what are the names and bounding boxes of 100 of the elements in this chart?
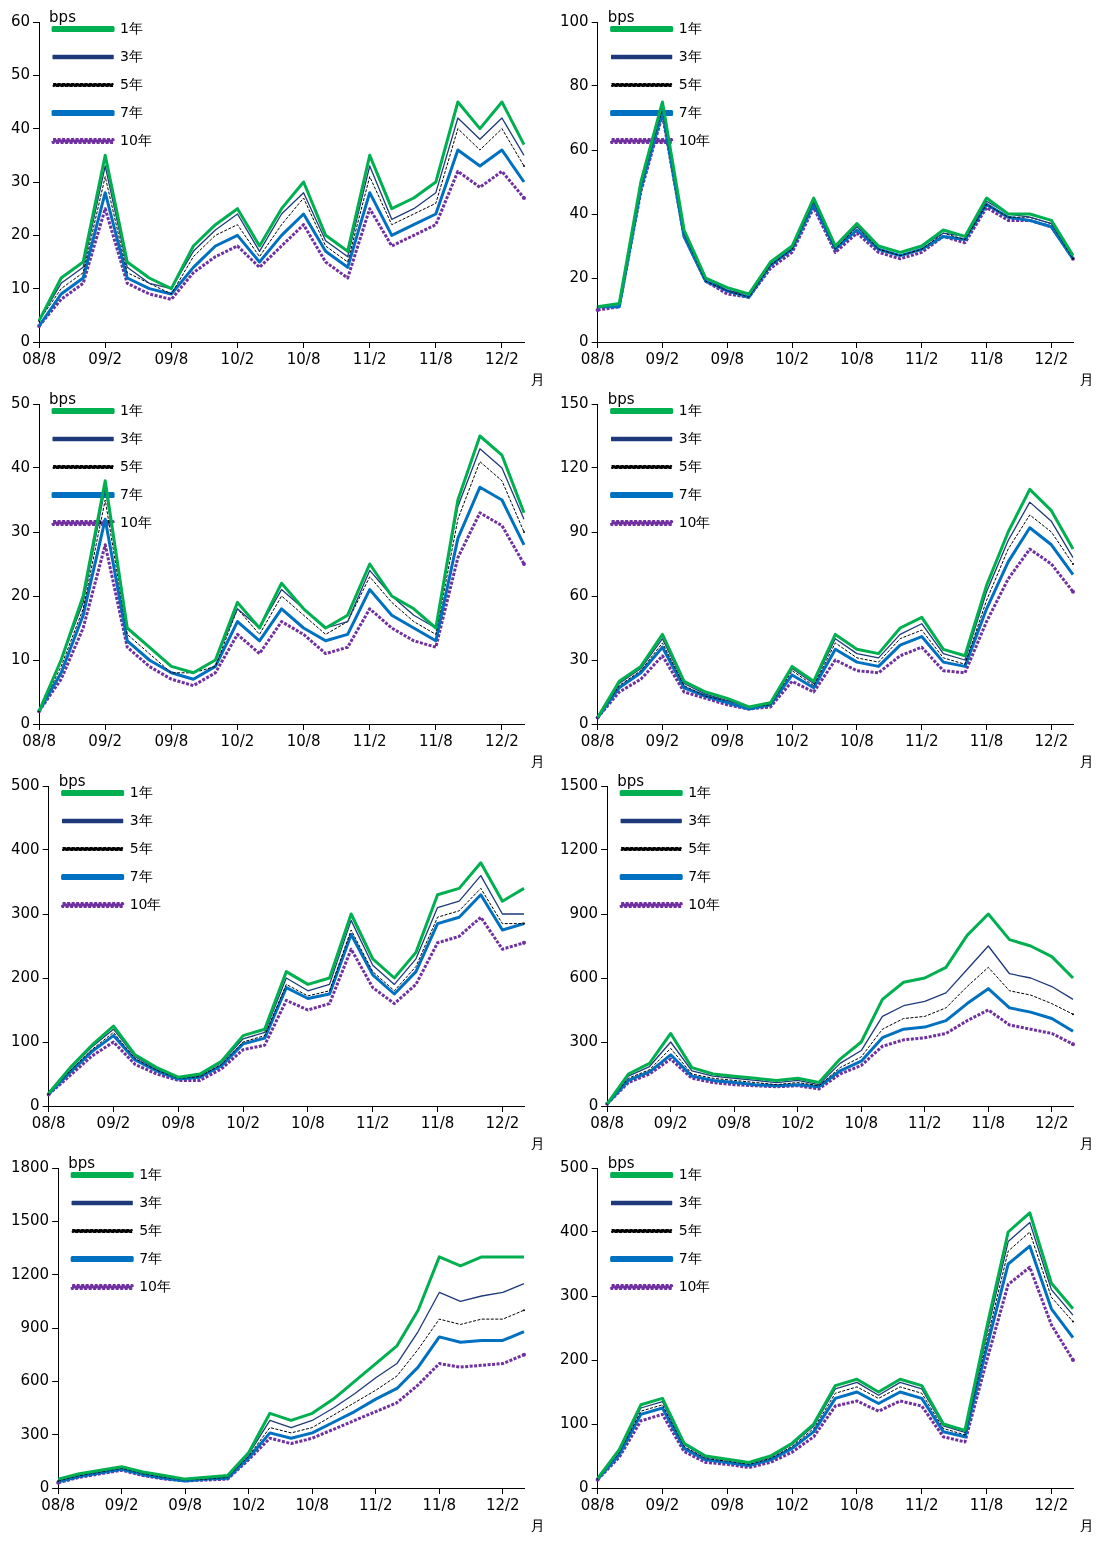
x-tick-label: 11/8 <box>969 731 1004 750</box>
legend-label: 5年 <box>678 457 702 474</box>
legend-label: 7年 <box>120 485 144 502</box>
x-tick-label: 09/8 <box>710 349 745 368</box>
x-tick-label: 12/2 <box>485 1113 520 1132</box>
x-tick-label: 09/2 <box>104 1495 139 1514</box>
x-tick-label: 11/2 <box>355 1113 390 1132</box>
x-tick-label: 09/2 <box>653 1113 688 1132</box>
legend-label: 5年 <box>120 457 144 474</box>
x-tick-label: 11/2 <box>358 1495 393 1514</box>
y-tick-label: 50 <box>10 393 31 412</box>
y-tick-label: 0 <box>579 713 589 732</box>
y-tick-label: 500 <box>559 1157 589 1176</box>
y-tick-label: 20 <box>569 267 589 286</box>
x-tick-label: 11/2 <box>904 349 939 368</box>
y-tick-label: 120 <box>559 457 589 476</box>
x-tick-label: 08/8 <box>22 731 56 750</box>
y-tick-label: 40 <box>10 118 31 137</box>
legend-label: 1年 <box>139 1165 163 1182</box>
x-tick-label: 08/8 <box>41 1495 76 1514</box>
legend-label: 3年 <box>688 811 712 828</box>
legend-label: 7年 <box>678 1249 702 1266</box>
legend-label: 5年 <box>678 75 702 92</box>
x-tick-label: 12/2 <box>1034 1495 1069 1514</box>
y-tick-label: 0 <box>20 713 31 732</box>
x-tick-label: 09/2 <box>88 731 123 750</box>
legend-label: 3年 <box>678 1193 702 1210</box>
y-axis-title: bps <box>49 8 77 27</box>
x-tick-label: 09/8 <box>710 731 745 750</box>
x-tick-label: 10/8 <box>840 731 874 750</box>
x-tick-label: 09/8 <box>168 1495 203 1514</box>
y-tick-label: 90 <box>569 521 589 540</box>
y-tick-label: 10 <box>10 649 31 668</box>
x-tick-label: 11/2 <box>904 731 939 750</box>
x-tick-label: 08/8 <box>590 1113 625 1132</box>
x-tick-label: 11/2 <box>907 1113 942 1132</box>
y-tick-label: 400 <box>10 839 40 858</box>
x-tick-label: 09/2 <box>645 1495 680 1514</box>
legend-label: 5年 <box>120 75 144 92</box>
x-tick-label: 11/2 <box>352 349 387 368</box>
y-tick-label: 0 <box>588 1095 599 1114</box>
y-tick-label: 500 <box>10 775 40 794</box>
x-tick-label: 09/2 <box>88 349 123 368</box>
x-tick-label: 08/8 <box>22 349 56 368</box>
x-tick-label: 09/8 <box>161 1113 196 1132</box>
x-tick-label: 08/8 <box>580 731 615 750</box>
x-tick-label: 10/8 <box>286 731 321 750</box>
y-axis-title: bps <box>607 8 635 27</box>
y-tick-label: 300 <box>10 903 40 922</box>
y-tick-label: 40 <box>569 203 589 222</box>
x-tick-label: 11/8 <box>418 731 453 750</box>
x-tick-label: 11/8 <box>969 349 1004 368</box>
x-tick-label: 10/8 <box>840 349 874 368</box>
y-tick-label: 900 <box>569 903 599 922</box>
x-tick-label: 11/8 <box>971 1113 1006 1132</box>
x-tick-label: 08/8 <box>580 349 615 368</box>
legend-label: 7年 <box>139 1249 163 1266</box>
legend-label: 10年 <box>678 1277 711 1294</box>
legend-label: 10年 <box>678 513 711 530</box>
x-tick-label: 10/8 <box>295 1495 330 1514</box>
x-tick-label: 12/2 <box>1034 1113 1069 1132</box>
legend-label: 3年 <box>120 47 144 64</box>
y-tick-label: 30 <box>569 649 589 668</box>
x-tick-label: 11/8 <box>969 1495 1004 1514</box>
legend-label: 7年 <box>678 103 702 120</box>
y-tick-label: 0 <box>20 331 31 350</box>
legend-label: 5年 <box>688 839 712 856</box>
x-tick-label: 11/8 <box>418 349 453 368</box>
legend-label: 10年 <box>120 513 152 530</box>
legend-label: 3年 <box>129 811 153 828</box>
y-tick-label: 60 <box>569 585 589 604</box>
y-tick-label: 0 <box>579 1477 589 1496</box>
x-tick-label: 11/2 <box>352 731 387 750</box>
y-tick-label: 20 <box>10 585 31 604</box>
x-tick-label: 10/8 <box>840 1495 874 1514</box>
legend-label: 3年 <box>139 1193 163 1210</box>
x-tick-label: 09/2 <box>645 731 680 750</box>
y-tick-label: 400 <box>559 1221 589 1240</box>
x-tick-label: 10/2 <box>226 1113 260 1132</box>
legend-label: 3年 <box>678 47 702 64</box>
x-tick-label: 12/2 <box>485 1495 520 1514</box>
y-tick-label: 200 <box>559 1349 589 1368</box>
y-tick-label: 600 <box>20 1371 50 1390</box>
y-tick-label: 30 <box>10 171 31 190</box>
x-tick-label: 12/2 <box>485 349 519 368</box>
legend-label: 5年 <box>139 1221 163 1238</box>
x-tick-label: 10/2 <box>775 349 809 368</box>
legend-label: 1年 <box>678 1165 702 1182</box>
legend-label: 10年 <box>678 131 711 148</box>
y-tick-label: 0 <box>30 1095 40 1114</box>
y-tick-label: 60 <box>569 139 589 158</box>
y-tick-label: 300 <box>20 1424 50 1443</box>
x-tick-label: 09/2 <box>96 1113 131 1132</box>
x-tick-label: 10/2 <box>231 1495 266 1514</box>
y-tick-label: 20 <box>10 225 31 244</box>
legend-label: 1年 <box>120 19 144 36</box>
x-tick-label: 10/2 <box>780 1113 815 1132</box>
legend-label: 3年 <box>678 429 702 446</box>
y-tick-label: 100 <box>559 1413 589 1432</box>
legend-label: 1年 <box>120 401 144 418</box>
